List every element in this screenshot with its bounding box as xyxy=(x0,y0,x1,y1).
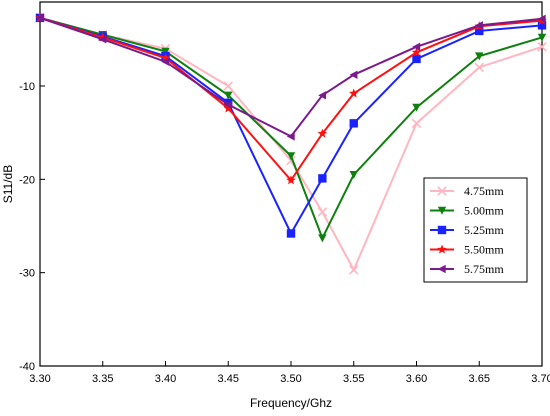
data-point xyxy=(537,21,547,30)
data-point xyxy=(318,91,327,100)
data-point xyxy=(97,32,108,42)
data-point xyxy=(224,91,233,100)
data-point xyxy=(411,118,422,129)
legend-entry: 5.25mm xyxy=(430,223,504,237)
data-point xyxy=(537,14,546,23)
data-point xyxy=(537,33,547,42)
legend-label: 5.25mm xyxy=(464,223,504,237)
y-axis-title: S11/dB xyxy=(1,165,15,203)
x-axis-title: Frequency/Ghz xyxy=(250,396,332,410)
legend-entry: 4.75mm xyxy=(430,184,504,198)
y-tick-label: -20 xyxy=(19,174,35,186)
legend-entry: 5.75mm xyxy=(430,262,504,276)
x-tick-label: 3.35 xyxy=(92,373,113,385)
x-axis: 3.30 3.35 3.40 3.45 3.50 3.55 3.60 3.65 3.70 xyxy=(29,361,550,385)
data-point xyxy=(286,175,296,185)
series-line xyxy=(39,16,543,236)
legend-label: 5.75mm xyxy=(464,262,504,276)
series-line xyxy=(39,16,543,138)
legend-marker xyxy=(437,225,447,235)
data-point xyxy=(349,70,358,79)
x-tick-label: 3.60 xyxy=(406,373,427,385)
data-point xyxy=(286,152,296,161)
series-line xyxy=(39,16,543,241)
legend-entry: 5.00mm xyxy=(430,204,504,218)
legend-marker xyxy=(437,244,447,254)
data-point xyxy=(348,265,359,275)
legend-marker xyxy=(437,264,446,274)
data-point xyxy=(412,54,421,64)
y-tick-label: -30 xyxy=(19,268,35,280)
data-point xyxy=(286,229,296,238)
data-point xyxy=(318,234,327,243)
data-point xyxy=(161,57,170,66)
legend-marker xyxy=(437,186,447,196)
x-tick-label: 3.45 xyxy=(218,373,239,385)
series-5.75mm xyxy=(35,13,546,141)
data-point xyxy=(349,170,358,179)
data-point xyxy=(98,35,107,44)
data-point xyxy=(411,47,422,57)
data-point xyxy=(160,53,171,63)
data-point xyxy=(317,128,328,138)
y-axis: -10 -20 -30 -40 xyxy=(19,81,45,373)
data-point xyxy=(474,62,485,73)
y-tick-label: -40 xyxy=(19,361,35,373)
data-point xyxy=(349,119,358,128)
legend-label: 5.00mm xyxy=(464,204,504,218)
legend-marker xyxy=(437,206,447,215)
data-point xyxy=(286,132,295,141)
data-point xyxy=(475,52,484,61)
data-point xyxy=(35,13,44,23)
data-point xyxy=(161,47,170,56)
legend-label: 4.75mm xyxy=(464,184,504,198)
x-tick-label: 3.55 xyxy=(343,373,364,385)
series-line xyxy=(39,16,543,273)
x-tick-label: 3.40 xyxy=(155,373,176,385)
data-point xyxy=(223,103,234,113)
data-point xyxy=(475,21,483,30)
data-point xyxy=(224,100,232,109)
series-line xyxy=(39,16,543,182)
data-point xyxy=(318,174,327,183)
data-point xyxy=(223,81,234,91)
legend: 4.75mm 5.00mm 5.25mm 5.50mm 5.75mm xyxy=(423,177,528,283)
x-tick-label: 3.65 xyxy=(469,373,490,385)
x-tick-label: 3.30 xyxy=(29,373,50,385)
data-point xyxy=(348,88,359,98)
x-tick-label: 3.70 xyxy=(531,373,550,385)
data-point xyxy=(537,42,547,52)
data-point xyxy=(475,26,484,36)
data-point xyxy=(412,42,421,51)
legend-label: 5.50mm xyxy=(464,243,504,257)
data-point xyxy=(412,103,421,112)
data-point xyxy=(317,207,328,217)
legend-entry: 5.50mm xyxy=(430,243,504,257)
y-tick-label: -10 xyxy=(19,81,35,93)
x-tick-label: 3.50 xyxy=(280,373,301,385)
